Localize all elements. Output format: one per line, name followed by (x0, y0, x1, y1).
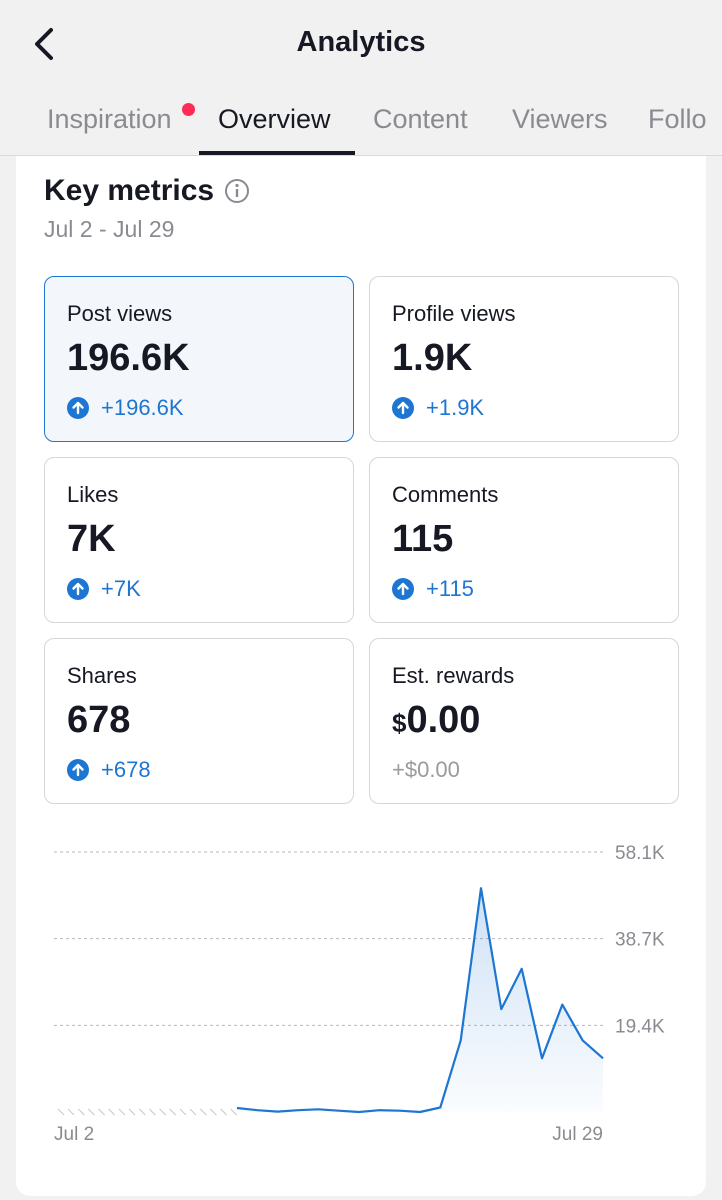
metric-label: Shares (67, 663, 137, 688)
metric-label: Likes (67, 482, 119, 507)
metric-label: Post views (67, 301, 173, 326)
metric-label: Est. rewards (392, 663, 515, 688)
tab-viewers[interactable]: Viewers (512, 104, 608, 134)
metric-card-comments[interactable]: Comments 115 +115 (369, 457, 679, 623)
tab-followers[interactable]: Follo (648, 104, 707, 134)
no-data-mark (87, 1108, 95, 1116)
post-views-chart: 58.1K 38.7K 19.4K Jul 2 Jul 29 (54, 843, 665, 1145)
currency-symbol: $ (392, 708, 407, 738)
key-metrics-card: Key metrics Jul 2 - Jul 29 Post views 19… (16, 156, 706, 1196)
no-data-mark (67, 1108, 75, 1116)
arrow-up-circle-icon (67, 759, 89, 781)
series-area (237, 888, 603, 1112)
metric-value: 1.9K (392, 337, 473, 379)
metric-value: 678 (67, 699, 131, 741)
no-data-mark (128, 1108, 136, 1116)
back-button[interactable] (24, 24, 64, 64)
metric-change-value: +7K (101, 576, 141, 601)
metric-change-value: +678 (101, 757, 151, 782)
metric-card-post-views[interactable]: Post views 196.6K +196.6K (44, 276, 354, 442)
no-data-mark (169, 1108, 177, 1116)
chevron-left-icon (35, 28, 53, 60)
no-data-mark (138, 1108, 146, 1116)
no-data-mark (57, 1108, 65, 1116)
x-tick-label: Jul 29 (552, 1124, 603, 1145)
arrow-up-circle-icon (392, 397, 414, 419)
tab-bar: Inspiration Overview Content Viewers Fol… (0, 90, 722, 156)
metric-value: 7K (67, 518, 116, 560)
arrow-up-circle-icon (67, 578, 89, 600)
y-tick-label: 58.1K (615, 843, 665, 864)
metric-card-likes[interactable]: Likes 7K +7K (44, 457, 354, 623)
metric-change: +1.9K (392, 395, 484, 421)
no-data-mark (199, 1108, 207, 1116)
no-data-mark (159, 1108, 167, 1116)
metric-card-est-rewards[interactable]: Est. rewards $0.00 +$0.00 (369, 638, 679, 804)
active-tab-indicator (199, 151, 355, 155)
metric-value-amount: 0.00 (406, 699, 481, 741)
page-title: Analytics (296, 26, 426, 58)
metric-change-value: +$0.00 (392, 757, 460, 782)
metric-label: Profile views (392, 301, 516, 326)
arrow-up-circle-icon (392, 578, 414, 600)
metric-change: +7K (67, 576, 141, 602)
arrow-up-circle-icon (67, 397, 89, 419)
no-data-mark (77, 1108, 85, 1116)
no-data-mark (148, 1108, 156, 1116)
metric-change: +115 (392, 576, 474, 602)
tab-content[interactable]: Content (373, 104, 468, 134)
no-data-mark (108, 1108, 116, 1116)
no-data-mark (118, 1108, 126, 1116)
no-data-mark (98, 1108, 106, 1116)
tab-inspiration[interactable]: Inspiration (47, 104, 172, 134)
metric-change-value: +115 (426, 576, 474, 601)
metric-change-value: +196.6K (101, 395, 184, 420)
no-data-mark (209, 1108, 217, 1116)
info-icon[interactable] (224, 178, 250, 204)
notification-dot (182, 103, 195, 116)
no-data-mark (230, 1108, 238, 1116)
metric-card-profile-views[interactable]: Profile views 1.9K +1.9K (369, 276, 679, 442)
metric-card-shares[interactable]: Shares 678 +678 (44, 638, 354, 804)
metric-change-value: +1.9K (426, 395, 485, 420)
no-data-mark (179, 1108, 187, 1116)
metric-change: +196.6K (67, 395, 184, 421)
metric-change: +678 (67, 757, 151, 783)
metric-value: 196.6K (67, 337, 190, 379)
date-range: Jul 2 - Jul 29 (44, 216, 175, 242)
y-tick-label: 19.4K (615, 1016, 665, 1037)
x-tick-label: Jul 2 (54, 1124, 94, 1145)
metric-change: +$0.00 (392, 757, 460, 783)
y-tick-label: 38.7K (615, 930, 665, 951)
metric-label: Comments (392, 482, 499, 507)
section-title: Key metrics (44, 174, 215, 207)
metric-value: $0.00 (392, 699, 480, 742)
top-bar: Analytics (0, 0, 722, 90)
no-data-mark (189, 1108, 197, 1116)
no-data-mark (220, 1108, 228, 1116)
tab-overview[interactable]: Overview (218, 104, 331, 134)
metric-value: 115 (392, 518, 454, 560)
